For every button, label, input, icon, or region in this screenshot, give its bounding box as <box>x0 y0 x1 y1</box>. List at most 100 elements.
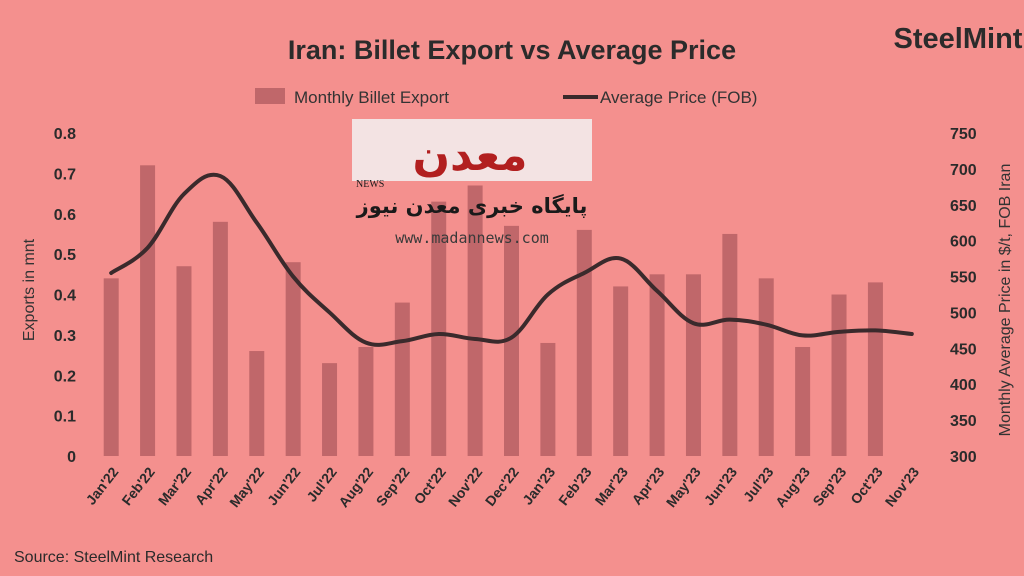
legend-bar-swatch <box>255 88 285 104</box>
price-point-12 <box>546 293 550 296</box>
y-tick-label: 0.5 <box>54 247 76 264</box>
bar-11 <box>504 225 519 456</box>
x-tick-label: Mar'23 <box>591 464 631 509</box>
x-tick-label: Jul'22 <box>303 464 340 505</box>
bar-2 <box>176 266 192 456</box>
x-tick-label: May'23 <box>663 464 704 510</box>
y-tick-label: 0.3 <box>54 328 76 345</box>
bar-19 <box>795 346 811 456</box>
bar-12 <box>540 342 556 456</box>
y2-tick-label: 700 <box>950 162 977 179</box>
x-tick-label: Jan'23 <box>519 464 558 508</box>
y-tick-label: 0.7 <box>54 166 76 183</box>
price-point-22 <box>910 332 914 336</box>
bar-1 <box>140 165 156 457</box>
x-tick-label: Jun'23 <box>701 464 741 509</box>
price-point-15 <box>655 289 659 293</box>
price-point-2 <box>182 192 186 196</box>
x-tick-label: Jun'22 <box>264 464 304 509</box>
x-tick-label: Oct'22 <box>410 464 449 507</box>
y2-tick-label: 550 <box>950 270 977 287</box>
price-point-10 <box>473 337 477 341</box>
x-tick-label: Nov'22 <box>445 464 486 510</box>
bar-14 <box>613 286 629 456</box>
legend-bar-label: Monthly Billet Export <box>294 88 449 107</box>
chart-title: Iran: Billet Export vs Average Price <box>288 35 736 65</box>
x-tick-label: Dec'22 <box>482 464 522 509</box>
watermark-backdrop <box>352 119 592 181</box>
x-tick-label: Mar'22 <box>155 464 195 509</box>
bar-10 <box>467 185 483 457</box>
y2-tick-label: 400 <box>950 377 977 394</box>
x-tick-label: Sep'22 <box>373 464 413 509</box>
price-point-13 <box>582 271 586 275</box>
price-point-3 <box>218 174 222 178</box>
y2-tick-label: 450 <box>950 341 977 358</box>
x-tick-label: Jan'22 <box>82 464 121 508</box>
bar-16 <box>685 274 701 456</box>
bar-3 <box>212 221 228 456</box>
price-point-19 <box>801 333 805 337</box>
y2-tick-label: 300 <box>950 449 977 466</box>
price-point-8 <box>400 339 404 343</box>
y-tick-label: 0.1 <box>54 409 76 426</box>
bar-7 <box>358 346 374 456</box>
madannews-watermark: معدن NEWS پایگاه خبری معدن نیوز www.mada… <box>352 119 592 247</box>
bar-15 <box>649 274 665 456</box>
price-point-16 <box>691 321 695 325</box>
price-point-17 <box>728 318 732 322</box>
y-tick-label: 0 <box>67 449 76 466</box>
x-tick-label: Jul'23 <box>740 464 777 505</box>
left-axis-ticks: 0 0.1 0.2 0.3 0.4 0.5 0.6 0.7 0.8 <box>54 126 76 466</box>
bar-4 <box>249 351 265 456</box>
price-point-7 <box>364 341 368 345</box>
bar-8 <box>394 302 410 456</box>
y-axis-label: Exports in mnt <box>21 238 38 341</box>
price-point-0 <box>109 271 113 275</box>
x-tick-label: Nov'23 <box>882 464 923 510</box>
bar-17 <box>722 233 738 456</box>
y-tick-label: 0.2 <box>54 368 76 385</box>
price-point-6 <box>328 310 332 314</box>
bar-0 <box>103 278 119 456</box>
x-tick-label: Feb'23 <box>555 464 595 509</box>
bar-21 <box>867 282 883 456</box>
source-note: Source: SteelMint Research <box>14 549 213 566</box>
y2-axis-label: Monthly Average Price in $/t, FOB Iran <box>997 164 1014 437</box>
bar-9 <box>431 201 447 456</box>
x-tick-label: May'22 <box>226 464 267 510</box>
x-tick-label: Aug'23 <box>772 464 813 510</box>
bar-13 <box>576 229 592 456</box>
price-point-11 <box>510 336 513 340</box>
x-tick-label: Feb'22 <box>118 464 158 509</box>
bar-20 <box>831 294 847 456</box>
x-tick-label: Oct'23 <box>847 464 886 507</box>
bar-5 <box>285 262 301 456</box>
y-tick-label: 0.8 <box>54 126 76 143</box>
price-line-series <box>109 172 914 347</box>
price-point-9 <box>437 332 441 336</box>
bar-series <box>103 165 883 457</box>
price-point-18 <box>764 323 768 327</box>
y2-tick-label: 600 <box>950 234 977 251</box>
watermark-tagline: پایگاه خبری معدن نیوز <box>356 193 588 218</box>
legend-line-label: Average Price (FOB) <box>600 88 757 107</box>
y2-tick-label: 350 <box>950 413 977 430</box>
price-point-21 <box>873 328 877 332</box>
bar-18 <box>758 278 774 456</box>
watermark-logo-text: معدن <box>412 130 527 181</box>
bar-6 <box>322 363 338 456</box>
price-point-20 <box>837 330 841 334</box>
x-tick-label: Apr'22 <box>192 464 231 508</box>
y-tick-label: 0.4 <box>54 288 76 305</box>
right-axis-ticks: 300 350 400 450 500 550 600 650 700 750 <box>950 126 977 466</box>
x-tick-label: Apr'23 <box>628 464 667 508</box>
y2-tick-label: 650 <box>950 198 977 215</box>
price-point-1 <box>146 246 150 250</box>
y-tick-label: 0.6 <box>54 207 76 224</box>
watermark-news-label: NEWS <box>356 179 384 190</box>
watermark-url: www.madannews.com <box>395 229 549 247</box>
y2-tick-label: 500 <box>950 305 977 322</box>
price-point-5 <box>291 275 295 279</box>
